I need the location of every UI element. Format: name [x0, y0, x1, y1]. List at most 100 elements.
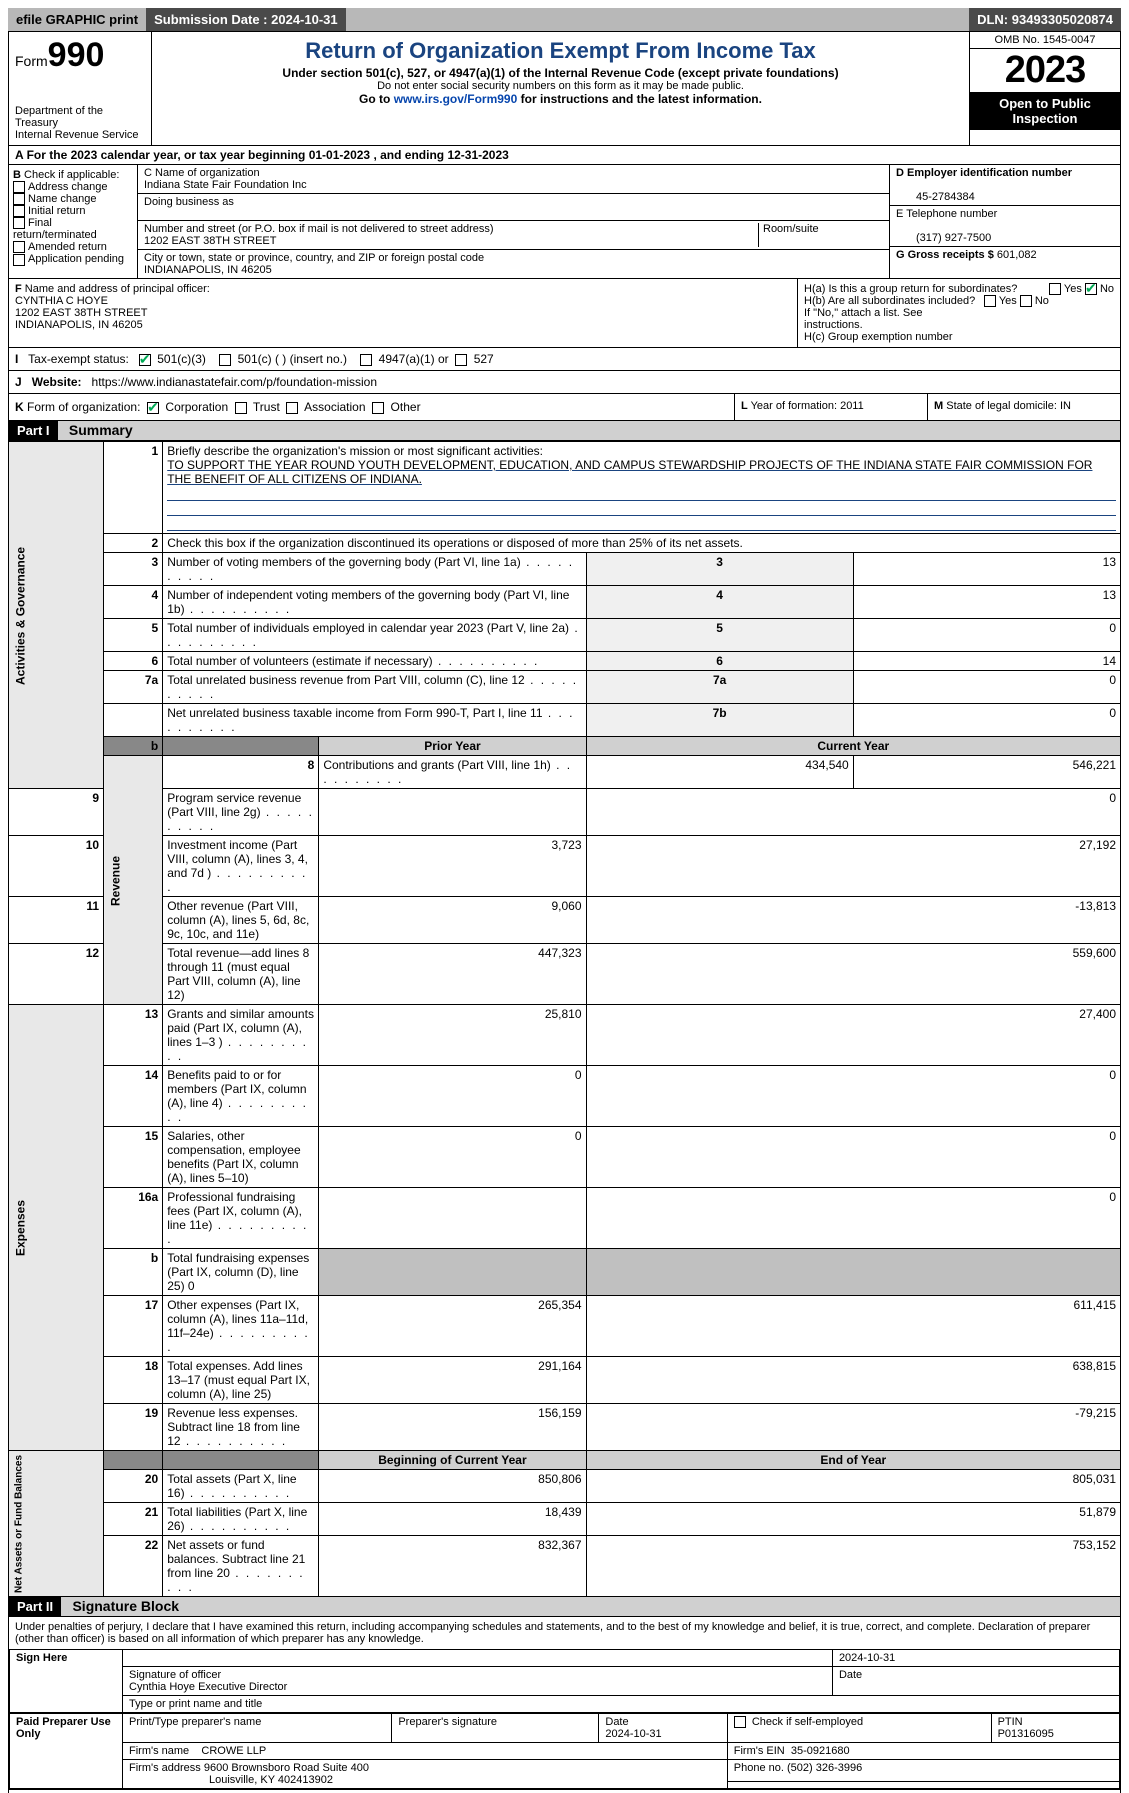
irs-label: Internal Revenue Service	[15, 129, 145, 141]
hc-label: H(c) Group exemption number	[804, 331, 1114, 343]
cb-corp[interactable]	[147, 402, 159, 414]
col-m: M State of legal domicile: IN	[928, 394, 1120, 420]
col-f: F Name and address of principal officer:…	[9, 279, 798, 347]
hb-label: H(b) Are all subordinates included?	[804, 295, 975, 307]
section-net-label: Net Assets or Fund Balances	[9, 1451, 104, 1597]
checkbox-final-return[interactable]	[13, 217, 25, 229]
public-inspection: Open to Public Inspection	[970, 92, 1120, 130]
officer-name: CYNTHIA C HOYE	[15, 295, 108, 307]
col-k: K Form of organization: Corporation Trus…	[9, 394, 735, 420]
ssn-warning: Do not enter social security numbers on …	[160, 80, 961, 92]
officer-addr2: INDIANAPOLIS, IN 46205	[15, 319, 143, 331]
cb-assoc[interactable]	[286, 402, 298, 414]
cb-trust[interactable]	[235, 402, 247, 414]
org-name: Indiana State Fair Foundation Inc	[144, 179, 307, 191]
website-url: https://www.indianastatefair.com/p/found…	[92, 375, 377, 389]
form-subtitle: Under section 501(c), 527, or 4947(a)(1)…	[160, 66, 961, 80]
section-exp-label: Expenses	[9, 1005, 104, 1451]
section-ag-label: Activities & Governance	[9, 442, 104, 789]
year-begin: 01-01-2023	[309, 148, 370, 162]
checkbox-name-change[interactable]	[13, 193, 25, 205]
topbar-spacer	[346, 16, 969, 24]
paid-preparer-table: Paid Preparer Use Only Print/Type prepar…	[9, 1713, 1120, 1789]
mission-label: Briefly describe the organization's miss…	[167, 444, 543, 458]
mission-text: TO SUPPORT THE YEAR ROUND YOUTH DEVELOPM…	[167, 458, 1092, 486]
city-label: City or town, state or province, country…	[144, 252, 484, 264]
org-name-label: C Name of organization	[144, 167, 260, 179]
dba-label: Doing business as	[144, 196, 234, 208]
sig-officer-label: Signature of officer	[129, 1669, 221, 1681]
col-h: H(a) Is this a group return for subordin…	[798, 279, 1120, 347]
city-state-zip: INDIANAPOLIS, IN 46205	[144, 264, 272, 276]
year-end: 12-31-2023	[447, 148, 508, 162]
goto-prefix: Go to	[359, 92, 394, 106]
cb-501c[interactable]	[219, 354, 231, 366]
section-rev-label: Revenue	[104, 756, 163, 1005]
prep-sig-label: Preparer's signature	[392, 1714, 599, 1743]
cb-self-emp[interactable]	[734, 1716, 746, 1728]
signature-block: Under penalties of perjury, I declare th…	[8, 1617, 1121, 1793]
checkbox-app-pending[interactable]	[13, 254, 25, 266]
prep-date: 2024-10-31	[605, 1728, 661, 1740]
officer-addr1: 1202 EAST 38TH STREET	[15, 307, 147, 319]
val-5: 0	[853, 619, 1120, 652]
room-label: Room/suite	[763, 223, 819, 235]
hb-no[interactable]	[1020, 295, 1032, 307]
ein-label: D Employer identification number	[896, 167, 1072, 179]
mission-line	[167, 486, 1116, 501]
checkbox-amended[interactable]	[13, 241, 25, 253]
hb-yes[interactable]	[984, 295, 996, 307]
gross-value: 601,082	[997, 249, 1037, 261]
ha-no[interactable]	[1085, 283, 1097, 295]
row-klm: K Form of organization: Corporation Trus…	[8, 394, 1121, 421]
form-header-right: OMB No. 1545-0047 2023 Open to Public In…	[970, 32, 1120, 145]
prep-name-label: Print/Type preparer's name	[123, 1714, 392, 1743]
current-year-header: Current Year	[586, 737, 1120, 756]
section-fh: F Name and address of principal officer:…	[8, 279, 1121, 348]
ptin-value: P01316095	[998, 1728, 1054, 1740]
part1-header-row: Part I Summary	[8, 421, 1121, 441]
ha-yes[interactable]	[1049, 283, 1061, 295]
row-a: A For the 2023 calendar year, or tax yea…	[8, 146, 1121, 165]
prior-year-header: Prior Year	[319, 737, 586, 756]
part1-title: Summary	[61, 420, 141, 440]
sig-date: 2024-10-31	[832, 1650, 1119, 1667]
val-4: 13	[853, 586, 1120, 619]
part2-header-row: Part II Signature Block	[8, 1597, 1121, 1617]
val-6: 14	[853, 652, 1120, 671]
checkbox-address-change[interactable]	[13, 181, 25, 193]
firm-addr2: Louisville, KY 402413902	[129, 1774, 333, 1786]
form-word: Form	[15, 53, 48, 69]
date-label: Date	[832, 1667, 1119, 1696]
sign-here-label: Sign Here	[10, 1650, 123, 1713]
submission-date: Submission Date : 2024-10-31	[146, 8, 346, 31]
irs-link[interactable]: www.irs.gov/Form990	[394, 92, 518, 106]
efile-label[interactable]: efile GRAPHIC print	[8, 8, 146, 31]
tax-year: 2023	[970, 49, 1120, 92]
end-year-header: End of Year	[586, 1451, 1120, 1470]
hb-note: If "No," attach a list. See instructions…	[804, 307, 1114, 331]
checkbox-initial-return[interactable]	[13, 205, 25, 217]
street-address: 1202 EAST 38TH STREET	[144, 235, 276, 247]
top-bar: efile GRAPHIC print Submission Date : 20…	[8, 8, 1121, 31]
sign-here-table: Sign Here 2024-10-31 Signature of office…	[9, 1649, 1120, 1713]
type-label: Type or print name and title	[123, 1696, 1120, 1713]
form-number: 990	[48, 36, 105, 74]
cb-501c3[interactable]	[139, 354, 151, 366]
firm-name: CROWE LLP	[201, 1745, 266, 1757]
form-title: Return of Organization Exempt From Incom…	[160, 38, 961, 64]
part1-header: Part I	[9, 421, 58, 440]
col-b: B Check if applicable: Address change Na…	[9, 165, 138, 278]
officer-printed: Cynthia Hoye Executive Director	[129, 1681, 287, 1693]
goto-suffix: for instructions and the latest informat…	[517, 92, 762, 106]
cb-other[interactable]	[372, 402, 384, 414]
addr-label: Number and street (or P.O. box if mail i…	[144, 223, 494, 235]
summary-table: Activities & Governance 1 Briefly descri…	[8, 441, 1121, 1597]
begin-year-header: Beginning of Current Year	[319, 1451, 586, 1470]
phone-value: (317) 927-7500	[896, 232, 991, 244]
ein-value: 45-2784384	[896, 191, 975, 203]
paid-preparer-label: Paid Preparer Use Only	[10, 1714, 123, 1789]
omb-number: OMB No. 1545-0047	[970, 32, 1120, 49]
cb-527[interactable]	[455, 354, 467, 366]
cb-4947[interactable]	[360, 354, 372, 366]
